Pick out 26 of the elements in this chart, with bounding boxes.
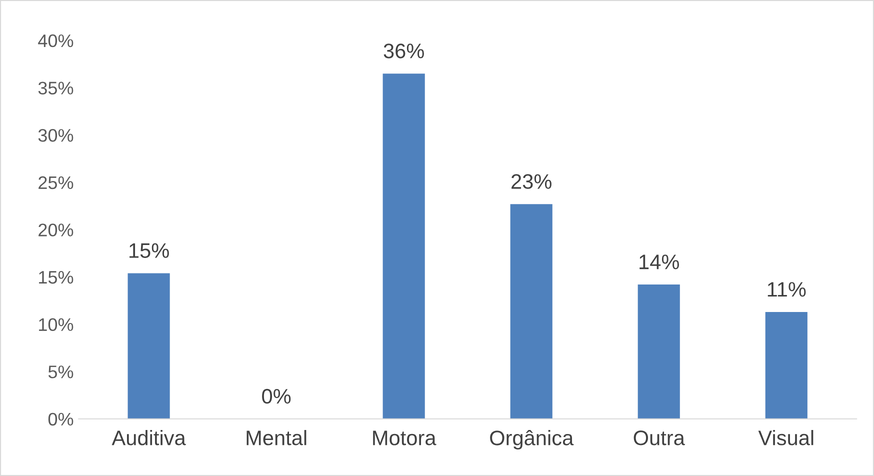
y-tick-label: 5% [48,366,74,378]
data-label: 23% [512,174,552,189]
data-label: 15% [130,243,169,258]
data-label: 36% [384,44,424,58]
data-label: 11% [768,282,806,297]
y-tick-label: 0% [48,412,74,426]
y-tick-label: 35% [38,82,74,94]
bar [510,204,552,419]
x-tick-label: Mental [246,430,306,446]
y-tick-label: 15% [39,270,74,284]
x-tick-label: Motora [373,430,436,446]
data-label: 14% [640,254,679,270]
y-tick-label: 10% [39,318,74,331]
data-label: 0% [262,388,291,404]
y-tick-label: 20% [38,224,74,236]
y-tick-label: 30% [38,129,74,142]
y-tick-label: 40% [38,34,74,48]
x-tick-label: Auditiva [112,430,186,446]
bar [382,74,425,419]
x-tick-label: Orgânica [490,430,574,450]
bar [128,273,170,419]
y-tick-label: 25% [38,176,74,190]
bar [765,312,808,419]
bar [638,284,680,419]
x-tick-label: Visual [758,430,814,446]
x-tick-label: Outra [634,430,685,446]
